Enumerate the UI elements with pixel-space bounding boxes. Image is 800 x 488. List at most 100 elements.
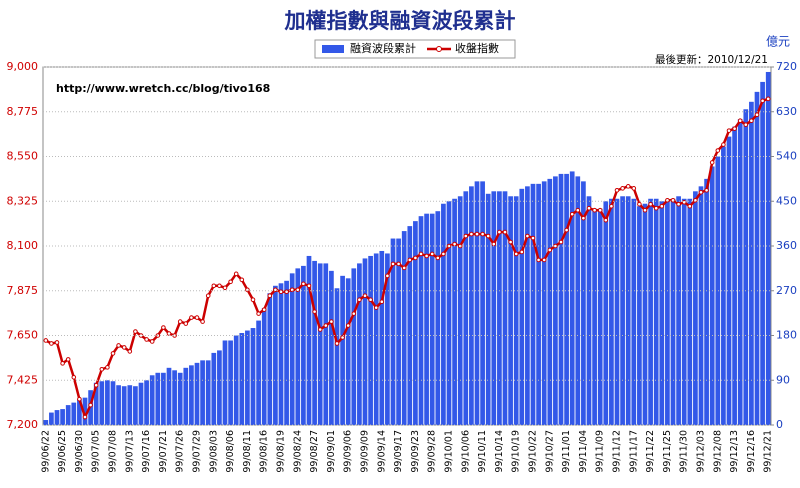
bar bbox=[172, 370, 177, 425]
bar bbox=[760, 81, 765, 426]
y-tick-label: 7,650 bbox=[7, 329, 39, 342]
bar bbox=[424, 213, 429, 425]
line-point bbox=[362, 293, 368, 299]
line-point bbox=[508, 239, 513, 245]
line-point bbox=[530, 235, 536, 241]
x-tick-label: 99/12/08 bbox=[712, 430, 723, 473]
bar bbox=[648, 198, 653, 425]
line-point bbox=[379, 299, 385, 304]
x-tick-label: 99/10/19 bbox=[511, 430, 522, 473]
x-tick-label: 99/10/14 bbox=[494, 430, 505, 473]
line-point bbox=[323, 323, 329, 328]
x-tick-label: 99/07/16 bbox=[141, 430, 152, 473]
line-point bbox=[536, 257, 541, 263]
bar bbox=[441, 203, 446, 425]
bar bbox=[373, 253, 379, 425]
x-tick-label: 99/09/01 bbox=[326, 430, 337, 473]
bar bbox=[693, 191, 698, 425]
bar bbox=[334, 288, 340, 425]
x-tick-label: 99/11/04 bbox=[578, 430, 589, 473]
x-tick-label: 99/11/17 bbox=[628, 430, 639, 473]
line-point bbox=[541, 257, 547, 263]
bar bbox=[82, 397, 88, 425]
line-point bbox=[401, 265, 407, 271]
bar bbox=[681, 198, 687, 425]
x-tick-label: 99/07/05 bbox=[91, 430, 102, 473]
bar bbox=[463, 191, 469, 425]
line-point bbox=[329, 319, 334, 324]
x-tick-label: 99/09/09 bbox=[360, 430, 371, 473]
x-tick-label: 99/08/27 bbox=[309, 430, 320, 473]
x-tick-label: 99/11/25 bbox=[662, 430, 673, 473]
x-tick-label: 99/10/22 bbox=[528, 430, 539, 473]
line-point bbox=[301, 281, 306, 287]
line-point bbox=[558, 239, 564, 245]
bar bbox=[289, 273, 295, 425]
bar bbox=[149, 375, 155, 425]
line-point bbox=[200, 319, 205, 324]
bar bbox=[306, 255, 312, 425]
line-point bbox=[49, 341, 54, 346]
bar bbox=[502, 191, 508, 425]
line-point bbox=[525, 233, 530, 239]
line-point bbox=[82, 414, 88, 420]
x-tick-label: 99/12/16 bbox=[746, 430, 757, 473]
line-point bbox=[429, 251, 435, 257]
line-point bbox=[88, 402, 93, 408]
x-tick-label: 99/09/14 bbox=[376, 430, 387, 473]
bar bbox=[155, 372, 161, 425]
line-point bbox=[239, 277, 245, 283]
bar bbox=[407, 226, 413, 425]
line-point bbox=[245, 287, 250, 293]
bar bbox=[105, 380, 110, 425]
bar bbox=[676, 196, 681, 425]
x-tick-label: 99/11/30 bbox=[679, 430, 690, 473]
bar bbox=[71, 402, 77, 425]
bar bbox=[138, 382, 144, 425]
line-point bbox=[211, 283, 217, 289]
x-tick-label: 99/08/16 bbox=[259, 430, 270, 473]
line-point bbox=[413, 255, 418, 261]
line-point bbox=[592, 207, 597, 213]
line-point bbox=[765, 96, 771, 102]
bar bbox=[530, 183, 536, 425]
line-point bbox=[189, 315, 194, 320]
bar bbox=[194, 362, 200, 425]
bar bbox=[345, 278, 351, 425]
bar bbox=[480, 181, 485, 425]
bar bbox=[301, 265, 306, 425]
y2-tick-label: 0 bbox=[776, 418, 783, 431]
y2-tick-label: 90 bbox=[776, 373, 790, 386]
y2-axis-label: 億元 bbox=[766, 35, 790, 49]
x-tick-label: 99/06/22 bbox=[40, 430, 51, 473]
bar bbox=[547, 178, 553, 425]
line-point bbox=[228, 279, 233, 285]
x-tick-label: 99/11/01 bbox=[561, 430, 572, 473]
line-point bbox=[732, 126, 737, 131]
line-point bbox=[250, 297, 256, 303]
bar bbox=[413, 221, 418, 425]
bar bbox=[250, 328, 256, 425]
line-point bbox=[653, 205, 659, 211]
update-note: 最後更新：2010/12/21 bbox=[655, 53, 768, 66]
bar bbox=[513, 196, 519, 425]
legend-label: 融資波段累計 bbox=[350, 41, 416, 55]
bar bbox=[687, 198, 693, 425]
line-point bbox=[194, 315, 200, 320]
x-tick-label: 99/08/06 bbox=[225, 430, 236, 473]
bar bbox=[497, 191, 502, 425]
bar bbox=[519, 188, 525, 425]
line-point bbox=[754, 112, 760, 118]
bar bbox=[564, 173, 569, 425]
bar bbox=[357, 263, 362, 425]
line-point bbox=[295, 287, 301, 293]
x-tick-label: 99/09/06 bbox=[343, 430, 354, 473]
bar bbox=[116, 385, 121, 425]
bar bbox=[474, 181, 480, 425]
x-tick-label: 99/08/11 bbox=[242, 430, 253, 473]
bar bbox=[558, 173, 564, 425]
line-point bbox=[575, 207, 581, 213]
line-point bbox=[474, 231, 480, 237]
bar bbox=[362, 258, 368, 425]
line-point bbox=[390, 261, 396, 267]
